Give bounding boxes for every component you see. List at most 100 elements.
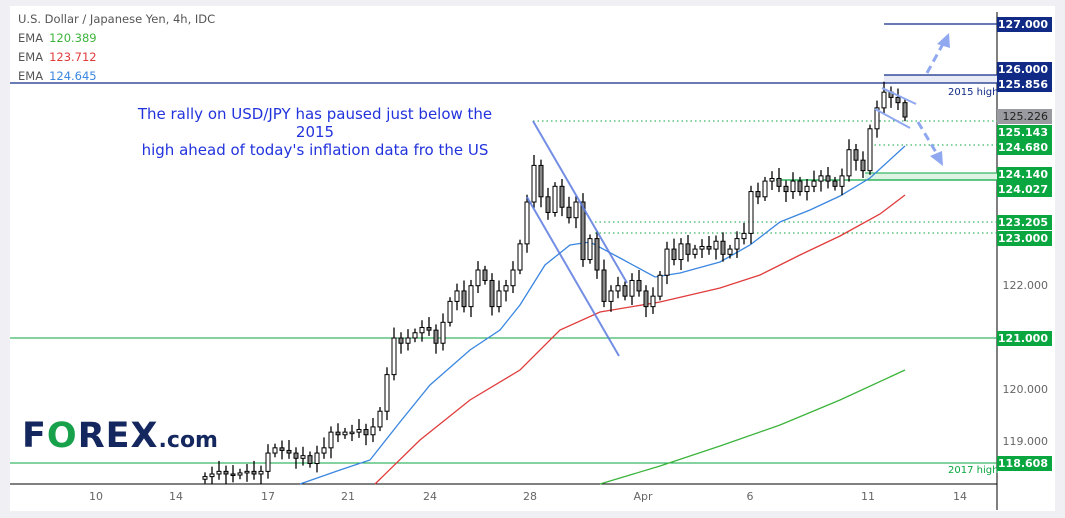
candle [902, 98, 908, 122]
price-label: 125.856 [997, 77, 1052, 92]
time-label: 10 [89, 490, 103, 503]
candle [699, 239, 705, 258]
candle [328, 426, 334, 459]
candle [370, 418, 376, 443]
price-label: 125.143 [997, 125, 1052, 140]
candle [685, 234, 691, 262]
candle [755, 182, 761, 205]
time-label: 28 [523, 490, 537, 503]
bullish-arrow[interactable] [925, 33, 950, 74]
candle [335, 423, 341, 443]
candle [510, 261, 516, 294]
chart-title: U.S. Dollar / Japanese Yen, 4h, IDC [18, 12, 216, 26]
candle [216, 460, 222, 480]
price-label: 127.000 [997, 17, 1052, 32]
candle [517, 239, 523, 275]
zone-2015-high [884, 75, 997, 83]
candle [552, 182, 558, 217]
candle [230, 465, 236, 483]
candle [601, 259, 607, 308]
candle [244, 464, 250, 482]
candle [321, 437, 327, 459]
candle [363, 423, 369, 446]
time-label: Apr [633, 490, 653, 503]
flag-lower-trendline[interactable] [874, 108, 911, 129]
candle [769, 171, 775, 190]
candle [860, 151, 866, 178]
time-label: 11 [861, 490, 875, 503]
candle [433, 324, 439, 354]
bearish-arrow[interactable] [916, 121, 943, 166]
candle [629, 273, 635, 306]
candle [314, 445, 320, 473]
candle [741, 222, 747, 245]
candle [734, 231, 740, 258]
candle [664, 241, 670, 285]
candle [286, 439, 292, 459]
candle [622, 281, 628, 301]
price-label: 124.140 [997, 167, 1052, 182]
candle [377, 407, 383, 432]
candle [671, 238, 677, 266]
ema-value: 124.645 [49, 69, 97, 83]
candle [818, 170, 824, 192]
annotation-text: The rally on USD/JPY has paused just bel… [120, 105, 510, 159]
candle [888, 86, 894, 108]
candle [223, 465, 229, 484]
candle [650, 287, 656, 314]
ema-blue-line [299, 145, 906, 485]
candle [524, 194, 530, 253]
candle [461, 280, 467, 313]
candle [419, 320, 425, 342]
candle [566, 196, 572, 224]
candle [643, 285, 649, 318]
candle [307, 451, 313, 468]
candle [608, 285, 614, 312]
price-label: 121.000 [997, 331, 1052, 346]
annotation-line: high ahead of today's inflation data fro… [141, 141, 489, 159]
candle [615, 276, 621, 299]
candle [412, 328, 418, 343]
candle [706, 236, 712, 255]
wedge-upper-trendline[interactable] [532, 120, 628, 284]
candle [482, 265, 488, 285]
candle [496, 280, 502, 313]
price-label: 124.027 [997, 182, 1052, 197]
ema-value: 120.389 [49, 31, 97, 45]
candle [300, 446, 306, 466]
candle [846, 139, 852, 182]
candle [398, 332, 404, 354]
candle [545, 187, 551, 220]
candle [489, 273, 495, 316]
candle [503, 279, 509, 302]
candle [804, 179, 810, 201]
candle [636, 270, 642, 297]
candle [867, 124, 873, 175]
candle [559, 179, 565, 217]
candle [587, 234, 593, 264]
candle [720, 232, 726, 262]
price-label: 119.000 [1002, 435, 1049, 448]
candle [748, 185, 754, 244]
ema-legend-green: EMA 120.389 [18, 31, 97, 45]
candle [426, 317, 432, 336]
candle [832, 176, 838, 191]
candle [531, 154, 537, 208]
candle [825, 166, 831, 189]
candle [475, 261, 481, 294]
flag-upper-trendline[interactable] [881, 87, 917, 105]
candle [573, 196, 579, 229]
candle [279, 440, 285, 460]
time-label: 14 [169, 490, 183, 503]
tag-2015-high: 2015 high [948, 87, 999, 98]
candle [895, 88, 901, 110]
price-label: 120.000 [1002, 383, 1049, 396]
wedge-lower-trendline[interactable] [526, 196, 620, 357]
candle [657, 271, 663, 301]
ema-value: 123.712 [49, 50, 97, 64]
candle [209, 466, 215, 484]
candle [454, 283, 460, 311]
candle [237, 468, 243, 480]
candle [762, 176, 768, 201]
